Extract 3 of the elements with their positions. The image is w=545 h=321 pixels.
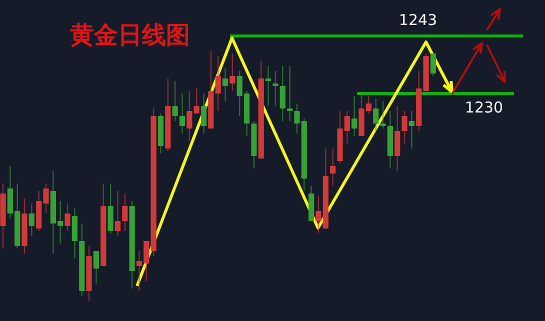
text: 1230 [464,98,504,116]
chart-title: 黄金日线图 [69,21,190,49]
text: 1243 [398,11,438,29]
